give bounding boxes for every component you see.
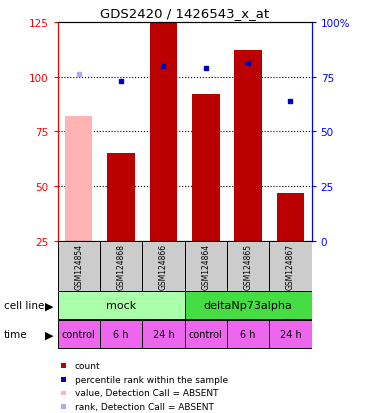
Text: control: control bbox=[62, 330, 96, 339]
Text: rank, Detection Call = ABSENT: rank, Detection Call = ABSENT bbox=[75, 402, 214, 411]
Bar bbox=[185, 242, 227, 291]
Text: GSM124864: GSM124864 bbox=[201, 243, 210, 290]
Text: count: count bbox=[75, 361, 101, 370]
Text: control: control bbox=[189, 330, 223, 339]
Bar bbox=[58, 292, 185, 320]
Bar bbox=[234, 51, 262, 242]
Bar bbox=[227, 242, 269, 291]
Text: 6 h: 6 h bbox=[240, 330, 256, 339]
Text: GSM124867: GSM124867 bbox=[286, 243, 295, 290]
Text: cell line: cell line bbox=[4, 301, 44, 311]
Bar bbox=[277, 193, 304, 242]
Title: GDS2420 / 1426543_x_at: GDS2420 / 1426543_x_at bbox=[100, 7, 269, 20]
Bar bbox=[142, 242, 184, 291]
Bar bbox=[58, 320, 100, 349]
Bar bbox=[192, 95, 220, 242]
Bar bbox=[107, 154, 135, 242]
Text: 24 h: 24 h bbox=[280, 330, 301, 339]
Text: deltaNp73alpha: deltaNp73alpha bbox=[204, 301, 293, 311]
Bar bbox=[142, 320, 184, 349]
Bar bbox=[100, 242, 142, 291]
Text: ▶: ▶ bbox=[45, 330, 54, 339]
Text: GSM124865: GSM124865 bbox=[244, 243, 253, 290]
Text: ▶: ▶ bbox=[45, 301, 54, 311]
Text: value, Detection Call = ABSENT: value, Detection Call = ABSENT bbox=[75, 388, 219, 397]
Text: GSM124868: GSM124868 bbox=[116, 243, 125, 290]
Bar bbox=[185, 292, 312, 320]
Bar bbox=[269, 320, 312, 349]
Bar bbox=[65, 117, 92, 242]
Bar bbox=[100, 320, 142, 349]
Text: mock: mock bbox=[106, 301, 136, 311]
Text: time: time bbox=[4, 330, 27, 339]
Bar bbox=[269, 242, 312, 291]
Text: 24 h: 24 h bbox=[152, 330, 174, 339]
Bar bbox=[227, 320, 269, 349]
Bar bbox=[185, 320, 227, 349]
Text: 6 h: 6 h bbox=[113, 330, 129, 339]
Text: GSM124866: GSM124866 bbox=[159, 243, 168, 290]
Text: percentile rank within the sample: percentile rank within the sample bbox=[75, 375, 228, 384]
Bar bbox=[58, 242, 100, 291]
Text: GSM124854: GSM124854 bbox=[74, 243, 83, 290]
Bar bbox=[150, 23, 177, 242]
